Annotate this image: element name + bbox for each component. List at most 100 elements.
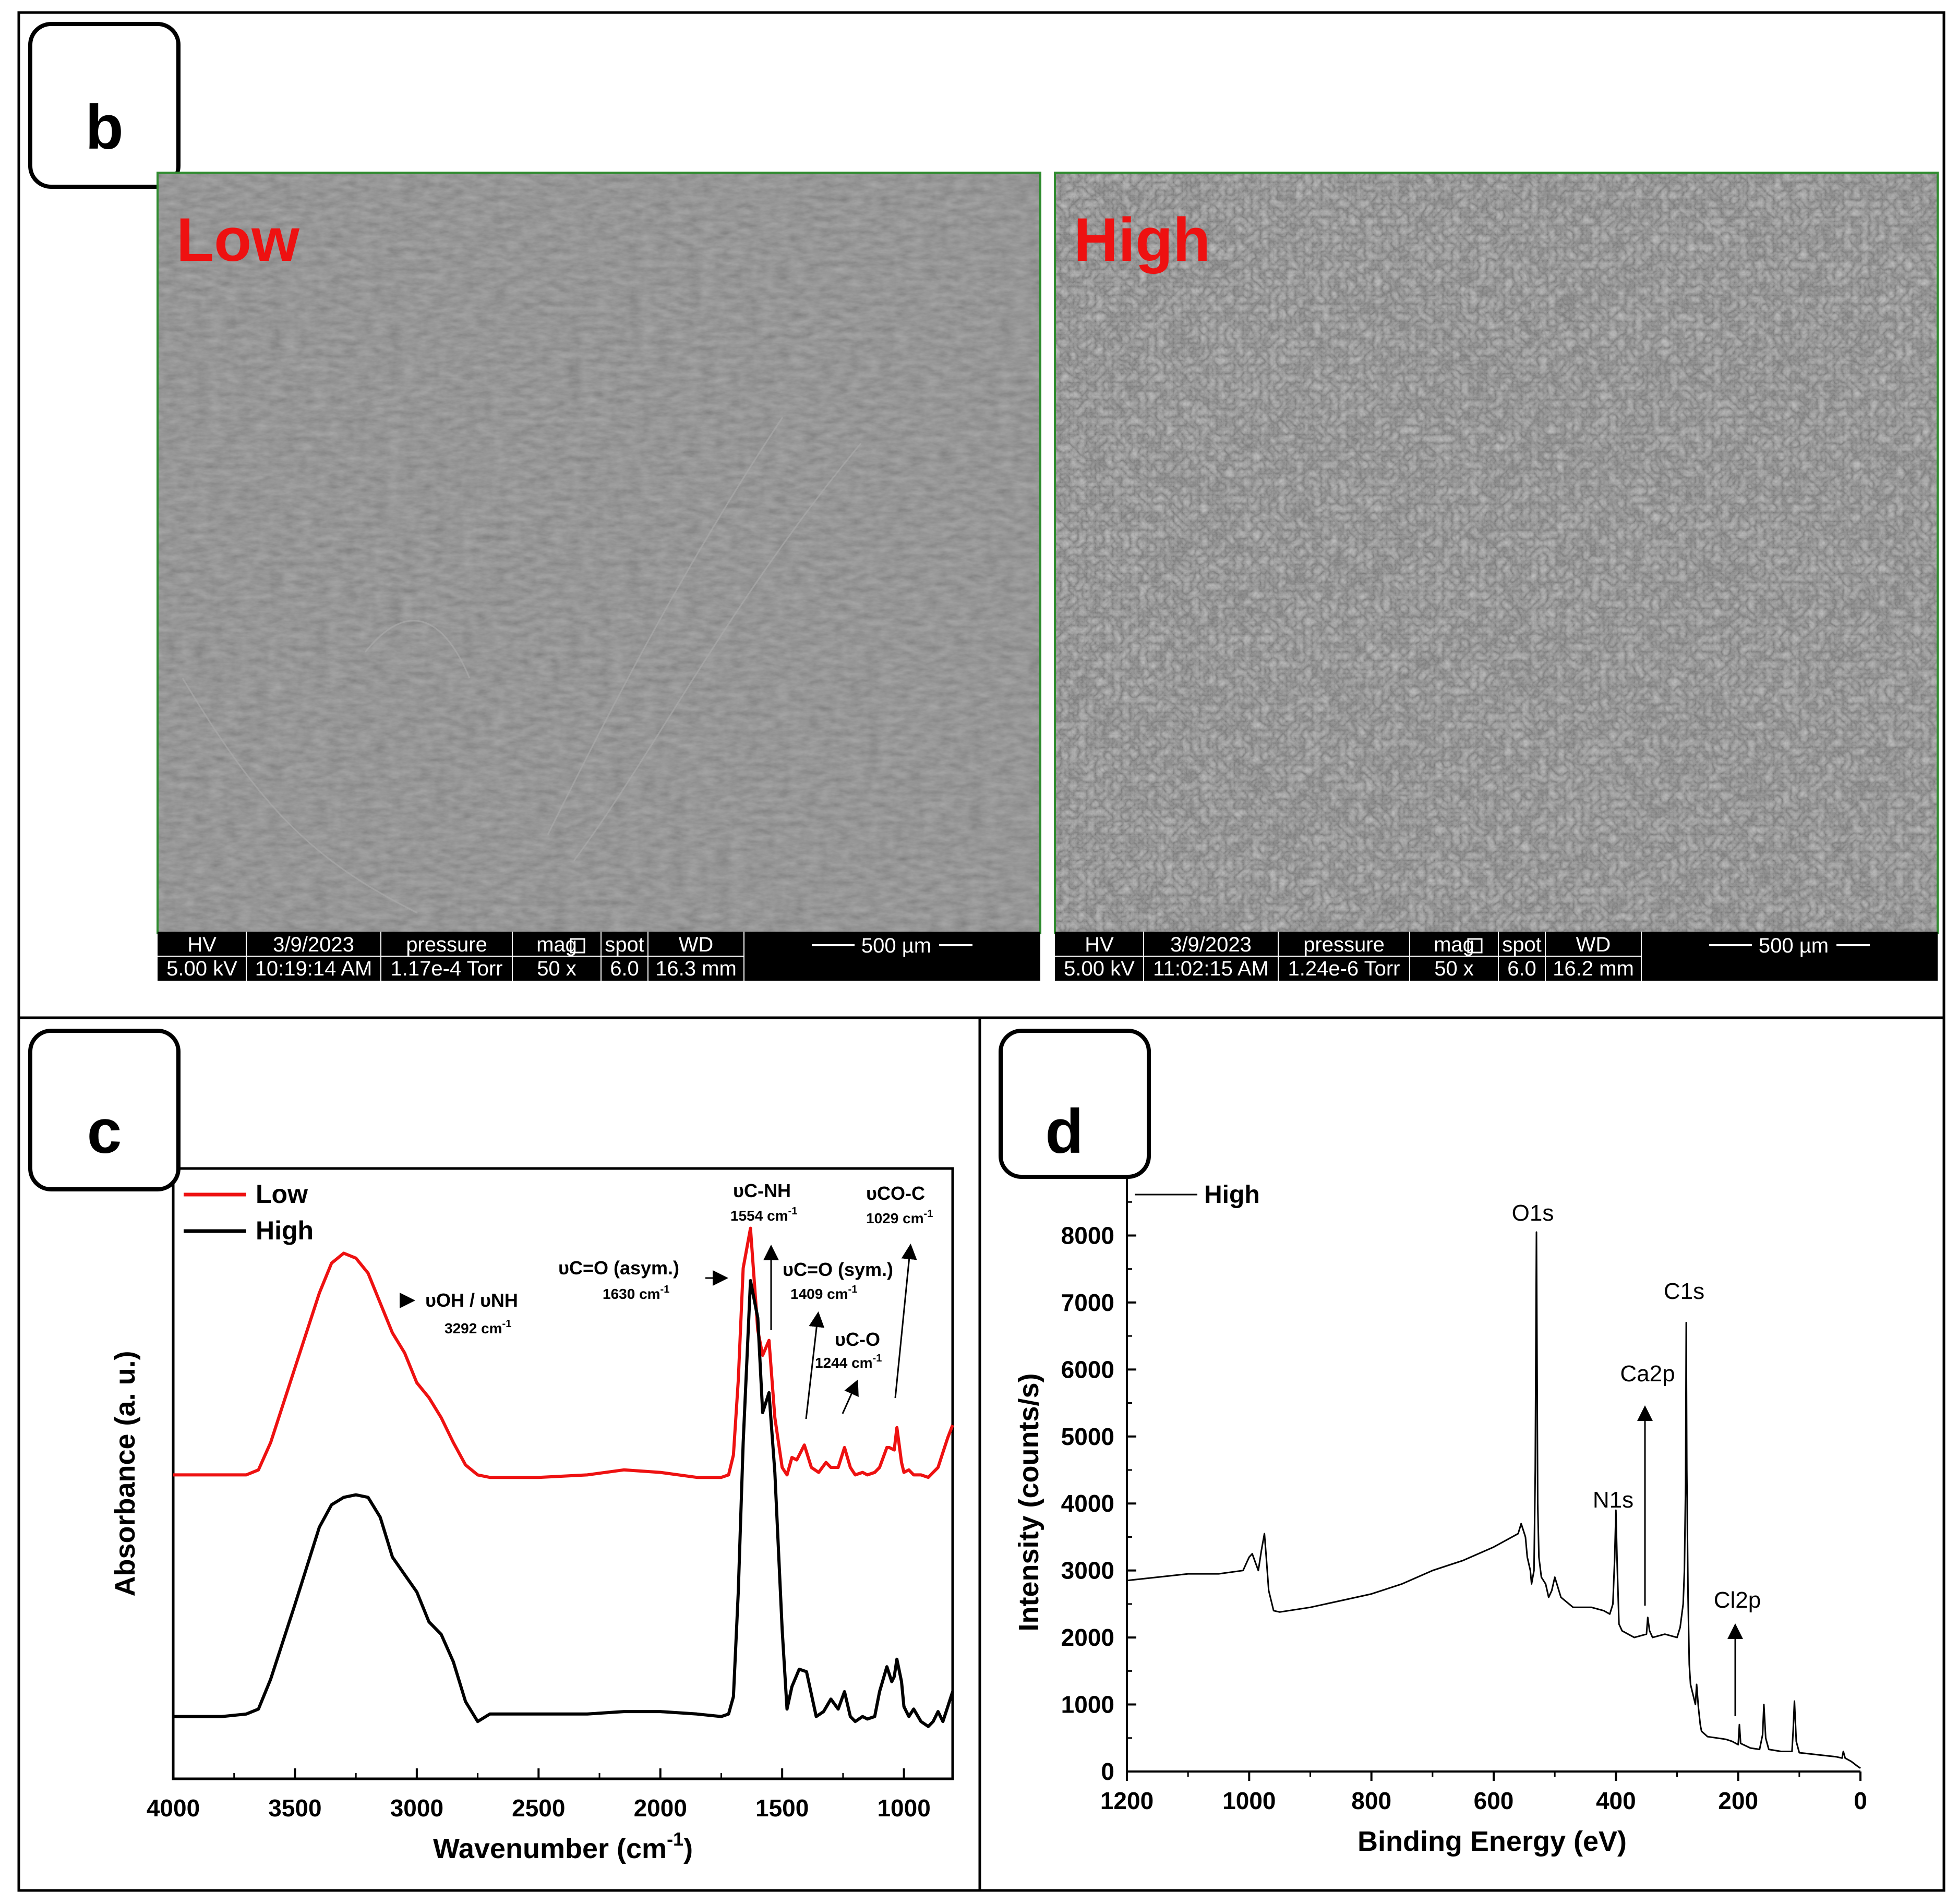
svg-text:1554 cm-1: 1554 cm-1 bbox=[730, 1206, 797, 1224]
ftir-legend-low-label: Low bbox=[256, 1179, 308, 1209]
sem-footer-wd-value: 16.2 mm bbox=[1553, 957, 1634, 980]
ftir-series-high bbox=[173, 1279, 954, 1728]
sem-texture-low bbox=[182, 417, 862, 914]
ftir-x-tick-label: 1000 bbox=[877, 1794, 930, 1822]
sem-footer-spot-value: 6.0 bbox=[1507, 957, 1536, 980]
xps-legend-label: High bbox=[1204, 1181, 1260, 1209]
peak-label-cl2p: Cl2p bbox=[1714, 1587, 1761, 1613]
sem-tag-low: Low bbox=[176, 206, 300, 274]
annotation-c-o: υC-O 1244 cm-1 bbox=[815, 1329, 882, 1414]
svg-text:1029 cm-1: 1029 cm-1 bbox=[866, 1208, 933, 1226]
sem-footer-mag-value: 50 x bbox=[1434, 957, 1474, 980]
peak-label-ca2p: Ca2p bbox=[1620, 1361, 1675, 1387]
xps-y-tick-label: 2000 bbox=[1061, 1624, 1114, 1651]
sem-footer-wd-value: 16.3 mm bbox=[655, 957, 737, 980]
sem-tag-high: High bbox=[1074, 206, 1210, 274]
xps-y-tick-label: 3000 bbox=[1061, 1557, 1114, 1584]
xps-y-tick-label: 0 bbox=[1101, 1758, 1114, 1785]
sem-footer-spot-label: spot bbox=[1502, 933, 1542, 956]
svg-text:1409 cm-1: 1409 cm-1 bbox=[790, 1284, 857, 1302]
ftir-annotations: υOH / υNH 3292 cm-1 υC=O (asym.) 1630 cm… bbox=[400, 1180, 933, 1419]
ftir-x-tick-label: 1500 bbox=[755, 1794, 809, 1822]
xps-legend: High bbox=[1135, 1181, 1260, 1209]
panel-c-label: c bbox=[87, 1096, 122, 1166]
sem-footer-hv-label: HV bbox=[187, 933, 217, 956]
sem-footer-pressure-label: pressure bbox=[406, 933, 487, 956]
panel-c-plot-frame bbox=[172, 1167, 954, 1780]
xps-y-tick-label: 6000 bbox=[1061, 1356, 1114, 1383]
xps-y-tick-label: 7000 bbox=[1061, 1289, 1114, 1316]
xps-series-high bbox=[1126, 1231, 1861, 1769]
svg-text:υC=O (asym.): υC=O (asym.) bbox=[558, 1257, 679, 1279]
xps-y-tick-label: 8000 bbox=[1061, 1222, 1114, 1249]
ftir-series-low bbox=[173, 1226, 954, 1479]
ftir-x-axis-label: Wavenumber (cm-1) bbox=[433, 1828, 693, 1864]
svg-text:υCO-C: υCO-C bbox=[866, 1183, 925, 1204]
ftir-x-tick-label: 3000 bbox=[390, 1794, 443, 1822]
peak-label-n1s: N1s bbox=[1593, 1487, 1633, 1513]
panel-c: c 4000 3500 3000 2500 2000 1500 1000 Wavenumbe… bbox=[28, 1029, 954, 1864]
ftir-x-tick-label: 4000 bbox=[147, 1794, 200, 1822]
ftir-x-tick-label: 2500 bbox=[512, 1794, 565, 1822]
sem-footer-date-label: 3/9/2023 bbox=[273, 933, 354, 956]
sem-image-high: High bbox=[1054, 172, 1939, 934]
xps-x-tick-label: 0 bbox=[1854, 1787, 1867, 1814]
sem-footer-hv-label: HV bbox=[1085, 933, 1114, 956]
annotation-co-asym: υC=O (asym.) 1630 cm-1 bbox=[558, 1257, 728, 1302]
sem-footer-mag-value: 50 x bbox=[537, 957, 576, 980]
mag-grid-icon bbox=[1467, 938, 1483, 954]
svg-text:1244 cm-1: 1244 cm-1 bbox=[815, 1353, 882, 1371]
xps-x-tick-label: 800 bbox=[1351, 1787, 1391, 1814]
figure-border bbox=[17, 11, 1945, 1892]
sem-scale-label: 500 µm bbox=[861, 934, 931, 957]
sem-image-low: Low bbox=[157, 172, 1041, 934]
annotation-c-nh: υC-NH 1554 cm-1 bbox=[730, 1180, 797, 1330]
panel-d-label: d bbox=[1045, 1096, 1083, 1166]
xps-x-ticks: 1200 1000 800 600 400 200 0 bbox=[1100, 1772, 1867, 1814]
svg-text:υC-O: υC-O bbox=[835, 1329, 880, 1350]
panel-b-label-box bbox=[28, 22, 181, 189]
panel-c-label-box bbox=[28, 1029, 181, 1191]
sem-footer-time-value: 11:02:15 AM bbox=[1153, 957, 1269, 980]
annotation-co-sym: υC=O (sym.) 1409 cm-1 bbox=[783, 1259, 893, 1419]
sem-footer-wd-label: WD bbox=[679, 933, 714, 956]
ftir-x-tick-label: 3500 bbox=[268, 1794, 321, 1822]
mag-grid-icon bbox=[570, 938, 585, 954]
annotation-oh-nh: υOH / υNH 3292 cm-1 bbox=[400, 1290, 518, 1336]
ftir-legend: Low High bbox=[184, 1179, 314, 1245]
annotation-co-c: υCO-C 1029 cm-1 bbox=[866, 1183, 933, 1399]
xps-y-tick-label: 5000 bbox=[1061, 1423, 1114, 1450]
sem-footer-spot-label: spot bbox=[605, 933, 644, 956]
svg-text:1630 cm-1: 1630 cm-1 bbox=[603, 1284, 669, 1302]
xps-y-axis-label: Intensity (counts/s) bbox=[1013, 1373, 1044, 1631]
ftir-legend-high-label: High bbox=[256, 1216, 314, 1245]
svg-text:υOH / υNH: υOH / υNH bbox=[425, 1290, 518, 1311]
sem-footer-pressure-label: pressure bbox=[1303, 933, 1385, 956]
xps-y-tick-label: 4000 bbox=[1061, 1490, 1114, 1517]
svg-text:υC=O (sym.): υC=O (sym.) bbox=[783, 1259, 893, 1280]
xps-x-tick-label: 1000 bbox=[1222, 1787, 1276, 1814]
xps-x-axis-label: Binding Energy (eV) bbox=[1358, 1826, 1627, 1857]
peak-label-o1s: O1s bbox=[1512, 1200, 1554, 1226]
sem-footer-wd-label: WD bbox=[1576, 933, 1611, 956]
sem-footer-pressure-value: 1.24e-6 Torr bbox=[1288, 957, 1400, 980]
ftir-y-axis-label: Absorbance (a. u.) bbox=[110, 1351, 141, 1596]
sem-footer-spot-value: 6.0 bbox=[610, 957, 639, 980]
xps-x-tick-label: 600 bbox=[1474, 1787, 1514, 1814]
xps-y-ticks: 0 1000 2000 3000 4000 5000 6000 7000 8000 bbox=[1061, 1201, 1136, 1785]
sem-footer-date-label: 3/9/2023 bbox=[1170, 933, 1252, 956]
sem-scale-label: 500 µm bbox=[1759, 934, 1829, 957]
sem-footer-hv-value: 5.00 kV bbox=[1064, 957, 1135, 980]
panel-d-label-box bbox=[999, 1029, 1151, 1179]
sem-footer-pressure-value: 1.17e-4 Torr bbox=[391, 957, 503, 980]
sem-footer-time-value: 10:19:14 AM bbox=[255, 957, 373, 980]
xps-x-tick-label: 400 bbox=[1596, 1787, 1636, 1814]
xps-y-tick-label: 1000 bbox=[1061, 1691, 1114, 1718]
ftir-x-ticks: 4000 3500 3000 2500 2000 1500 1000 bbox=[147, 1768, 931, 1822]
xps-x-tick-label: 1200 bbox=[1100, 1787, 1154, 1814]
